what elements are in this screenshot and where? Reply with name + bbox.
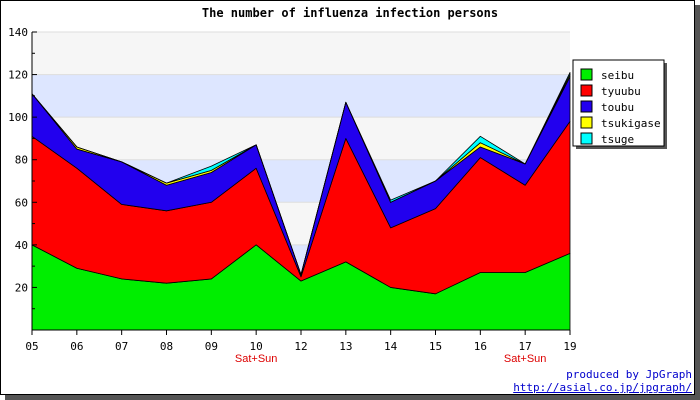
legend-label-tsukigase: tsukigase (601, 117, 661, 130)
x-tick-label: 12 (294, 340, 307, 353)
credit-producer: produced by JpGraph (566, 368, 692, 381)
y-tick-label: 20 (15, 281, 28, 294)
x-tick-label: 05 (25, 340, 38, 353)
x-tick-label: 13 (339, 340, 352, 353)
legend-swatch-seibu (580, 68, 593, 81)
x-tick-label: 19 (563, 340, 576, 353)
x-tick-label: 07 (115, 340, 128, 353)
x-tick-label: 15 (429, 340, 442, 353)
x-tick-label: 17 (519, 340, 532, 353)
legend-label-tyuubu: tyuubu (601, 85, 641, 98)
x-tick-label: 16 (474, 340, 487, 353)
y-tick-label: 60 (15, 196, 28, 209)
y-tick-label: 140 (8, 26, 28, 39)
legend-label-seibu: seibu (601, 69, 634, 82)
legend-swatch-tsukigase (580, 116, 593, 129)
x-tick-label: 06 (70, 340, 83, 353)
x-tick-label: 10 (250, 340, 263, 353)
legend-swatch-toubu (580, 100, 593, 113)
x-tick-label: 14 (384, 340, 398, 353)
y-tick-label: 80 (15, 154, 28, 167)
y-tick-label: 40 (15, 239, 28, 252)
legend-swatch-tsuge (580, 132, 593, 145)
x-tick-label: 08 (160, 340, 173, 353)
grid-band (32, 74, 570, 118)
x-tick-label: 09 (205, 340, 218, 353)
legend-label-toubu: toubu (601, 101, 634, 114)
credit-url[interactable]: http://asial.co.jp/jpgraph/ (513, 381, 692, 394)
area-series-tsuge (31, 72, 571, 276)
y-tick-label: 100 (8, 111, 28, 124)
y-tick-label: 120 (8, 69, 28, 82)
weekend-label: Sat+Sun (235, 353, 278, 365)
weekend-label: Sat+Sun (504, 353, 547, 365)
legend-label-tsuge: tsuge (601, 133, 634, 146)
legend-swatch-tyuubu (580, 84, 593, 97)
chart-title: The number of influenza infection person… (202, 6, 498, 20)
